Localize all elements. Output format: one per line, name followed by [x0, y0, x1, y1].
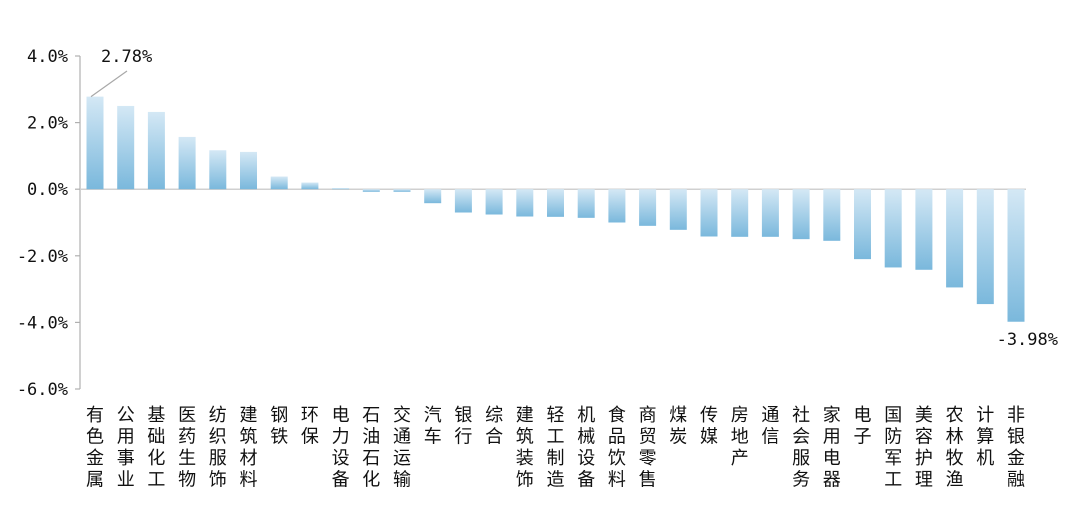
y-tick-label: -6.0% [17, 380, 68, 400]
bar [178, 136, 196, 190]
x-category-label: 房地产 [731, 405, 749, 469]
x-category-label: 银行 [454, 405, 472, 448]
x-category-label: 建筑材料 [240, 405, 258, 491]
x-category-label: 有色金属 [86, 405, 104, 491]
bar [577, 189, 595, 218]
bar [700, 189, 718, 237]
x-category-label: 美容护理 [915, 405, 933, 491]
y-axis: 4.0% 2.0% 0.0% -2.0% -4.0% -6.0% [17, 47, 1026, 400]
x-category-label: 建筑装饰 [516, 405, 534, 491]
x-category-label: 石油石化 [362, 405, 380, 491]
x-category-label: 电子 [854, 405, 872, 448]
bar [639, 189, 657, 226]
x-category-label: 综合 [485, 405, 503, 448]
bar [854, 189, 871, 260]
x-category-label: 社会服务 [792, 405, 810, 491]
x-category-label: 传媒 [700, 405, 718, 448]
annotation-min: -3.98% [997, 330, 1058, 350]
x-category-label: 非银金融 [1007, 405, 1025, 491]
bar [1007, 189, 1025, 322]
x-category-label: 食品饮料 [608, 405, 626, 491]
y-tick-label: 4.0% [27, 47, 68, 67]
bar [669, 189, 687, 230]
x-category-label: 医药生物 [178, 405, 196, 491]
category-labels: 有色金属公用事业基础化工医药生物纺织服饰建筑材料钢铁环保电力设备石油石化交通运输… [86, 405, 1025, 491]
x-category-label: 汽车 [424, 405, 442, 448]
x-category-label: 通信 [761, 405, 779, 448]
bar [915, 189, 933, 270]
bar [823, 189, 841, 241]
x-category-label: 计算机 [976, 405, 994, 469]
bar [976, 189, 994, 305]
bar [547, 189, 564, 217]
x-category-label: 纺织服饰 [209, 405, 227, 491]
bar [209, 150, 227, 190]
bar [516, 189, 534, 217]
bar [454, 189, 472, 213]
bar [301, 182, 319, 190]
annotations: 2.78% -3.98% [90, 47, 1058, 350]
bar [270, 176, 288, 190]
x-category-label: 机械设备 [577, 405, 595, 491]
bar [485, 189, 503, 215]
bar [147, 111, 165, 190]
x-category-label: 环保 [301, 405, 319, 448]
y-tick-label: -4.0% [17, 313, 68, 333]
x-category-label: 电力设备 [332, 405, 350, 491]
bar [884, 189, 902, 268]
x-category-label: 农林牧渔 [946, 405, 964, 491]
bar [424, 189, 442, 204]
bar [117, 105, 135, 190]
x-category-label: 轻工制造 [547, 405, 565, 491]
x-category-label: 国防军工 [884, 405, 902, 491]
x-category-label: 公用事业 [117, 405, 135, 491]
x-category-label: 交通运输 [393, 405, 411, 491]
bar [362, 189, 380, 192]
x-category-label: 煤炭 [669, 405, 687, 448]
bar [393, 189, 411, 192]
bar [86, 96, 104, 190]
bar [761, 189, 779, 237]
bar [332, 188, 350, 190]
x-category-label: 家用电器 [823, 405, 841, 491]
y-tick-label: 2.0% [27, 114, 68, 134]
bar [240, 151, 257, 190]
x-category-label: 钢铁 [270, 405, 288, 448]
bar [608, 189, 626, 223]
annotation-max: 2.78% [101, 47, 152, 67]
y-tick-label: 0.0% [27, 180, 68, 200]
bars [86, 96, 1025, 322]
x-category-label: 商贸零售 [639, 405, 657, 491]
x-category-label: 基础化工 [147, 405, 165, 491]
bar [946, 189, 964, 288]
bar [792, 189, 810, 240]
y-tick-label: -2.0% [17, 247, 68, 267]
bar [731, 189, 749, 237]
annotation-leader-line [90, 70, 128, 98]
